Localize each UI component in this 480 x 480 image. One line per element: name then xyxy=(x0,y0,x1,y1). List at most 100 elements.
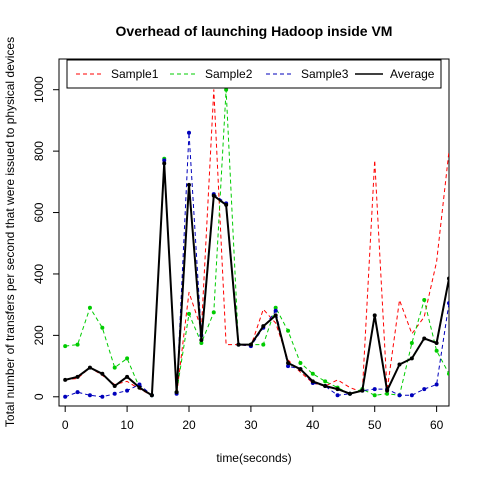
average-point xyxy=(323,384,328,389)
average-point xyxy=(75,374,80,379)
series-sample1 xyxy=(65,89,449,396)
average-point xyxy=(149,393,154,398)
average-point xyxy=(385,388,390,393)
x-tick-label: 40 xyxy=(306,418,320,432)
average-point xyxy=(174,390,179,395)
legend-label-sample1: Sample1 xyxy=(111,67,159,81)
x-axis: 0 10 20 30 40 50 60 xyxy=(62,405,444,432)
x-tick-label: 30 xyxy=(244,418,258,432)
y-tick-label: 0 xyxy=(32,393,46,400)
average-point xyxy=(211,193,216,198)
average-point xyxy=(434,341,439,346)
sample2-point xyxy=(63,344,68,349)
average-point xyxy=(100,371,105,376)
x-axis-label: time(seconds) xyxy=(216,451,291,465)
sample2-point xyxy=(224,87,229,92)
chart-title: Overhead of launching Hadoop inside VM xyxy=(116,23,393,39)
sample2-point xyxy=(112,365,117,370)
average-point xyxy=(310,379,315,384)
sample3-point xyxy=(273,308,278,313)
y-tick-label: 600 xyxy=(32,202,46,222)
average-point xyxy=(447,276,449,281)
sample3-point xyxy=(112,391,117,396)
average-point xyxy=(422,336,427,341)
sample2-point xyxy=(125,356,130,361)
sample1-line xyxy=(65,89,449,396)
average-point xyxy=(112,384,117,389)
average-point xyxy=(360,388,365,393)
average-point xyxy=(187,182,191,187)
average-point xyxy=(397,362,402,367)
series-layer xyxy=(63,87,449,399)
y-tick-label: 400 xyxy=(32,264,46,284)
sample2-point xyxy=(87,305,92,310)
sample2-point xyxy=(199,341,204,346)
sample2-point xyxy=(310,371,315,376)
y-tick-label: 800 xyxy=(32,141,46,161)
x-tick-label: 10 xyxy=(120,418,134,432)
average-point xyxy=(409,356,414,361)
sample3-point xyxy=(87,393,92,398)
sample2-point xyxy=(273,305,278,310)
sample3-point xyxy=(100,394,105,399)
legend-label-sample3: Sample3 xyxy=(301,67,349,81)
sample3-point xyxy=(75,390,80,395)
sample2-point xyxy=(409,341,414,346)
average-point xyxy=(286,361,291,366)
legend: Sample1 Sample2 Sample3 Average xyxy=(66,59,442,89)
average-point xyxy=(347,391,352,396)
sample2-point xyxy=(385,391,390,396)
sample3-point xyxy=(397,393,402,398)
y-axis-label: Total number of transfers per second tha… xyxy=(3,37,17,427)
sample3-point xyxy=(187,130,191,135)
sample3-point xyxy=(434,382,439,387)
sample3-point xyxy=(63,394,68,399)
sample2-point xyxy=(298,361,303,366)
sample2-line xyxy=(65,89,449,396)
average-line xyxy=(64,162,449,397)
sample2-point xyxy=(422,298,427,303)
series-average xyxy=(63,161,449,398)
sample3-point xyxy=(409,393,414,398)
average-point xyxy=(298,367,303,372)
average-point xyxy=(162,161,167,166)
sample2-point xyxy=(187,311,191,316)
average-point xyxy=(199,337,204,342)
y-tick-label: 1000 xyxy=(32,76,46,103)
sample3-point xyxy=(335,393,340,398)
legend-label-sample2: Sample2 xyxy=(205,67,253,81)
plot-frame xyxy=(58,58,450,407)
sample3-line xyxy=(65,132,449,398)
sample2-point xyxy=(100,325,105,330)
y-axis: 0 200 400 600 800 1000 xyxy=(32,76,60,400)
sample2-point xyxy=(211,310,216,315)
sample2-point xyxy=(286,328,291,333)
average-point xyxy=(236,342,241,347)
sample2-point xyxy=(434,348,439,353)
sample3-point xyxy=(286,364,291,369)
average-point xyxy=(335,387,340,392)
average-point xyxy=(63,377,68,382)
sample2-point xyxy=(447,371,449,376)
average-point xyxy=(224,202,229,207)
y-tick-label: 200 xyxy=(32,325,46,345)
sample2-point xyxy=(372,393,377,398)
sample3-point xyxy=(447,301,449,306)
x-tick-label: 0 xyxy=(62,418,69,432)
average-point xyxy=(248,342,253,347)
average-point xyxy=(125,374,130,379)
x-tick-label: 20 xyxy=(182,418,196,432)
sample3-point xyxy=(372,387,377,392)
average-point xyxy=(137,385,142,390)
series-sample3 xyxy=(63,130,449,399)
x-tick-label: 60 xyxy=(430,418,444,432)
average-point xyxy=(261,324,266,329)
sample2-point xyxy=(323,379,328,384)
legend-label-average: Average xyxy=(390,67,435,81)
sample3-point xyxy=(162,158,167,163)
plot-area xyxy=(58,58,450,407)
average-point xyxy=(87,365,92,370)
sample2-point xyxy=(261,342,266,347)
average-point xyxy=(273,313,278,318)
